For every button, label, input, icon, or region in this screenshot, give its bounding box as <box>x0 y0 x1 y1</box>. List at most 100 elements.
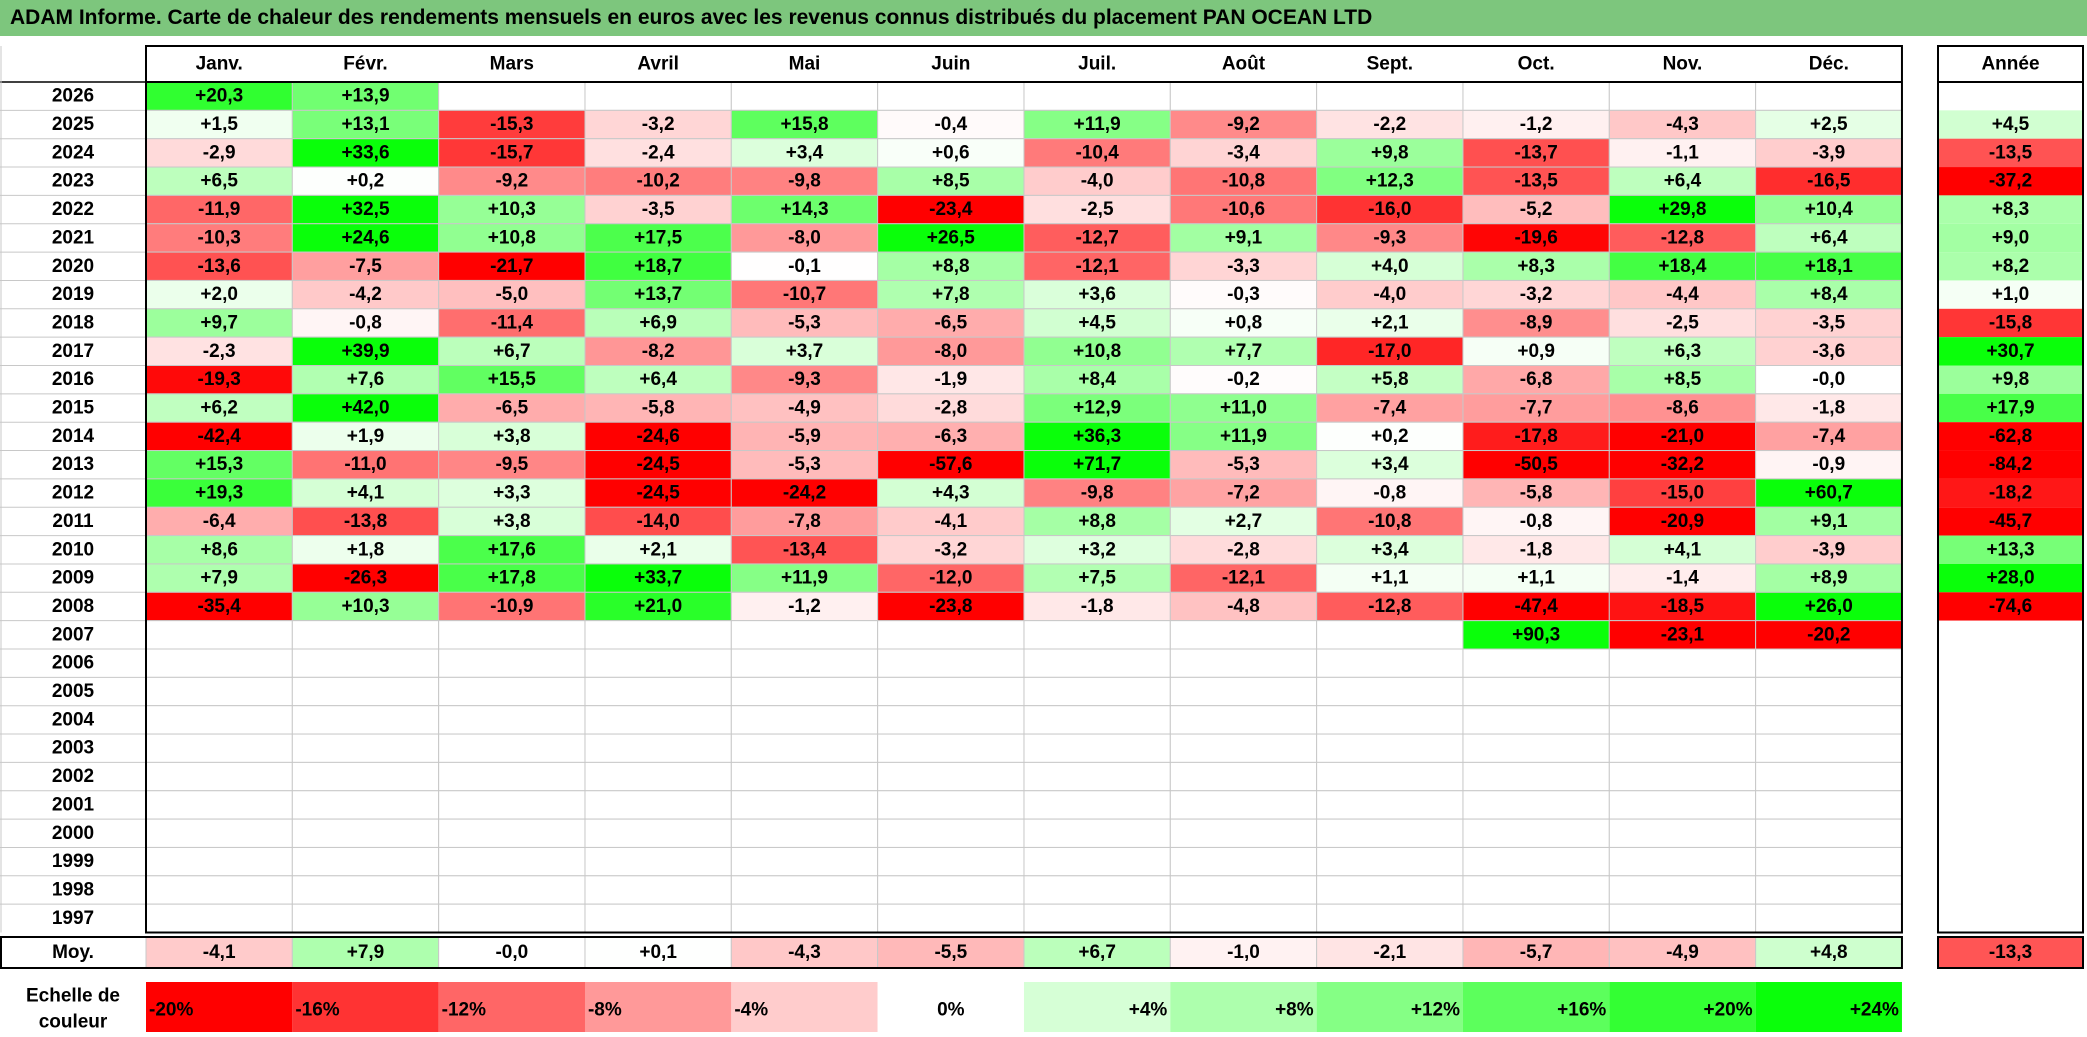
heatmap-cell <box>1462 279 1610 310</box>
cell-value: +1,1 <box>1517 568 1555 589</box>
scale-swatch <box>584 982 732 1032</box>
heatmap-cell <box>1462 81 1610 111</box>
heatmap-cell <box>1023 421 1171 452</box>
heatmap-cell <box>1023 223 1171 253</box>
annual-value: -18,2 <box>1989 483 2032 504</box>
cell-value: -1,8 <box>1081 596 1114 617</box>
annual-value: -62,8 <box>1989 426 2032 447</box>
average-annual-border <box>1937 936 2084 969</box>
cell-value: -42,4 <box>198 426 242 447</box>
month-header: Avril <box>637 54 679 75</box>
cell-value: -10,4 <box>1075 142 1119 163</box>
annual-value: +4,5 <box>1992 114 2030 135</box>
heatmap-cell <box>1755 506 1903 537</box>
heatmap-cell <box>438 166 586 196</box>
heatmap-cell <box>1316 138 1464 168</box>
heatmap-cell <box>1169 761 1318 792</box>
heatmap-cell <box>877 563 1025 593</box>
average-cell <box>1316 936 1464 969</box>
year-label: 2021 <box>52 227 95 248</box>
month-header: Août <box>1222 54 1266 75</box>
cell-value: +1,1 <box>1371 568 1409 589</box>
heatmap-cell <box>877 648 1025 678</box>
cell-value: +8,4 <box>1078 369 1116 390</box>
cell-value: -5,3 <box>788 454 821 475</box>
heatmap-cell <box>877 790 1025 820</box>
cell-value: +6,5 <box>200 171 238 192</box>
heatmap-cell <box>1462 365 1610 395</box>
cell-value: -3,4 <box>1227 142 1260 163</box>
heatmap-cell <box>730 365 879 395</box>
heatmap-cell <box>1608 365 1757 395</box>
chart-title: ADAM Informe. Carte de chaleur des rende… <box>0 0 2087 36</box>
cell-value: -18,5 <box>1661 596 1705 617</box>
heatmap-cell <box>291 393 440 423</box>
heatmap-cell <box>1316 620 1464 650</box>
heatmap-cell <box>730 875 879 905</box>
heatmap-cell <box>584 535 732 565</box>
heatmap-cell <box>438 676 586 707</box>
heatmap-cell <box>1023 903 1171 934</box>
annual-value: +1,0 <box>1992 284 2030 305</box>
heatmap-cell <box>1023 506 1171 537</box>
cell-value: +36,3 <box>1073 426 1121 447</box>
cell-value: -11,9 <box>198 199 240 220</box>
cell-value: -17,8 <box>1514 426 1557 447</box>
cell-value: -26,3 <box>344 568 387 589</box>
heatmap-cell <box>1608 81 1757 111</box>
heatmap-cell <box>291 761 440 792</box>
year-label: 2001 <box>52 794 95 815</box>
annual-cell <box>1938 847 2083 876</box>
heatmap-cell <box>584 478 732 508</box>
cell-value: +8,6 <box>200 539 238 560</box>
annual-cell <box>1938 478 2083 508</box>
cell-value: +0,6 <box>932 142 970 163</box>
cell-value: -2,8 <box>1227 539 1260 560</box>
year-header: Année <box>1981 54 2039 75</box>
cell-value: +6,3 <box>1664 341 1702 362</box>
heatmap-cell <box>877 421 1025 452</box>
annual-cell <box>1938 563 2083 593</box>
heatmap-cell <box>1608 903 1757 934</box>
scale-swatch <box>438 982 585 1032</box>
heatmap-cell <box>1755 818 1903 848</box>
cell-value: -17,0 <box>1368 341 1411 362</box>
heatmap-cell <box>730 109 879 140</box>
cell-value: +4,1 <box>1664 539 1702 560</box>
cell-value: -0,8 <box>1373 483 1406 504</box>
heatmap-cell <box>730 535 879 565</box>
cell-value: +0,2 <box>1371 426 1409 447</box>
cell-value: -0,0 <box>1812 369 1845 390</box>
cell-value: +2,0 <box>200 284 238 305</box>
annual-cell <box>1938 790 2083 820</box>
cell-value: +20,3 <box>195 86 243 107</box>
heatmap-cell <box>1169 478 1318 508</box>
heatmap-cell <box>438 563 586 593</box>
annual-cell <box>1938 365 2083 394</box>
cell-value: +9,1 <box>1225 227 1263 248</box>
cell-value: +6,4 <box>1664 171 1702 192</box>
heatmap-cell <box>730 450 879 480</box>
heatmap-cell <box>438 194 586 225</box>
heatmap-cell <box>1316 903 1464 934</box>
heatmap-cell <box>1755 846 1903 877</box>
annual-cell <box>1938 450 2083 479</box>
cell-value: +3,8 <box>493 511 531 532</box>
cell-value: +17,5 <box>634 227 683 248</box>
cell-value: -35,4 <box>198 596 242 617</box>
heatmap-cell <box>730 138 879 168</box>
cell-value: -10,9 <box>490 596 533 617</box>
average-annual-value: -13,3 <box>1989 942 2032 963</box>
annual-cell <box>1938 167 2083 196</box>
heatmap-cell <box>1755 903 1903 934</box>
cell-value: +6,4 <box>639 369 677 390</box>
cell-value: +3,7 <box>786 341 824 362</box>
heatmap-cell <box>877 733 1025 763</box>
month-header: Janv. <box>196 54 243 75</box>
scale-swatch <box>877 982 1024 1032</box>
cell-value: -50,5 <box>1514 454 1558 475</box>
heatmap-cell <box>1608 138 1757 168</box>
cell-value: -13,6 <box>198 256 241 277</box>
scale-label: +24% <box>1850 1000 1899 1021</box>
heatmap-cell <box>877 365 1025 395</box>
